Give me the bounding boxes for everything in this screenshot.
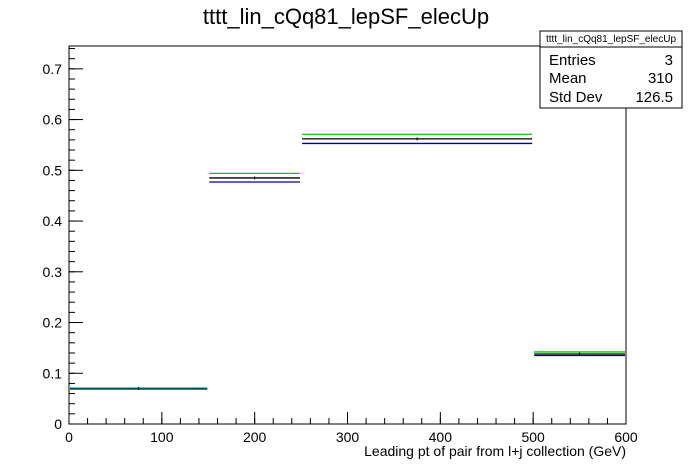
x-tick-label: 300 (336, 429, 360, 445)
x-tick-label: 0 (65, 429, 73, 445)
y-tick-label: 0.2 (43, 315, 63, 331)
y-axis: 0 0.1 0.2 0.3 0.4 0.5 0.6 0.7 (43, 48, 83, 432)
stats-mean-label: Mean (549, 70, 587, 87)
y-tick-label: 0.3 (43, 264, 63, 280)
x-tick-label: 100 (150, 429, 174, 445)
y-tick-label: 0.1 (43, 365, 63, 381)
x-tick-label: 200 (243, 429, 267, 445)
x-axis: 0 100 200 300 400 500 600 (65, 412, 638, 445)
x-tick-label: 500 (521, 429, 545, 445)
y-tick-label: 0.5 (43, 162, 63, 178)
y-tick-label: 0.4 (43, 213, 63, 229)
y-tick-label: 0 (54, 416, 62, 432)
stats-stddev-label: Std Dev (549, 89, 603, 106)
x-tick-label: 600 (614, 429, 638, 445)
stats-mean-value: 310 (648, 70, 673, 87)
chart-title: tttt_lin_cQq81_lepSF_elecUp (203, 4, 489, 29)
x-tick-label: 400 (429, 429, 453, 445)
stats-box-border (539, 30, 683, 109)
histogram-series (70, 133, 625, 390)
y-tick-label: 0.7 (43, 61, 63, 77)
stats-entries-value: 3 (665, 52, 673, 69)
stats-box: tttt_lin_cQq81_lepSF_elecUp Entries 3 Me… (539, 30, 683, 109)
stats-entries-label: Entries (549, 52, 596, 69)
stats-stddev-value: 126.5 (635, 89, 673, 106)
stats-box-title: tttt_lin_cQq81_lepSF_elecUp (546, 34, 677, 45)
x-axis-label: Leading pt of pair from l+j collection (… (364, 443, 626, 459)
y-tick-label: 0.6 (43, 112, 63, 128)
